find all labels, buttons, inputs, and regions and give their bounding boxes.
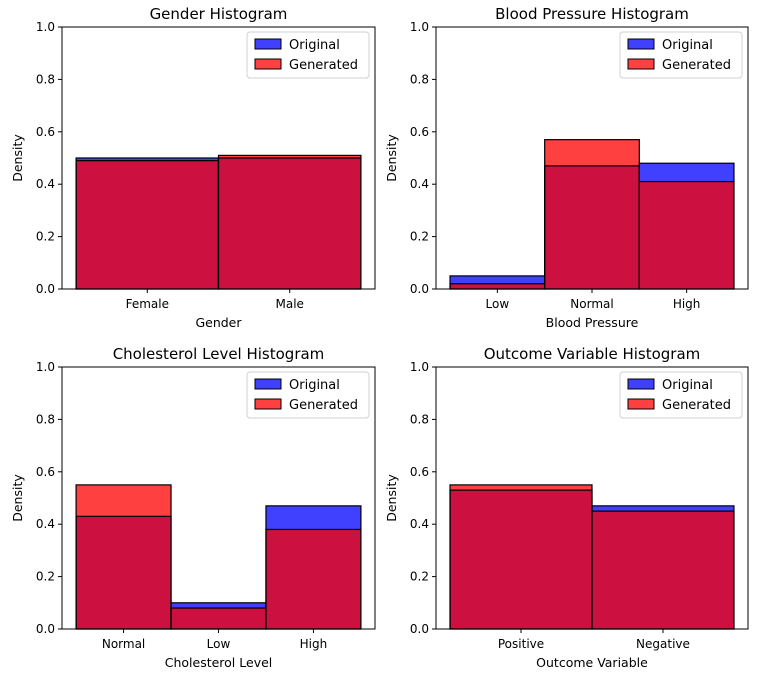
x-tick-label-2: High bbox=[300, 637, 328, 651]
bar-generated-1 bbox=[218, 155, 361, 158]
y-tick-label-1: 0.2 bbox=[410, 570, 429, 584]
legend-swatch-1 bbox=[254, 58, 282, 70]
bar-original-2 bbox=[639, 163, 734, 182]
bar-overlap-2 bbox=[639, 181, 734, 289]
legend: Original Generated bbox=[246, 31, 370, 79]
x-tick-label-0: Female bbox=[126, 297, 169, 311]
legend-label-1: Generated bbox=[662, 58, 731, 73]
legend-swatch-0 bbox=[627, 38, 655, 50]
bar-overlap-0 bbox=[76, 160, 219, 289]
bar-original-0 bbox=[450, 275, 545, 284]
legend-label-0: Original bbox=[289, 38, 340, 53]
legend-label-0: Original bbox=[662, 378, 713, 393]
legend-label-1: Generated bbox=[662, 398, 731, 413]
bar-overlap-1 bbox=[544, 165, 640, 289]
bar-generated-1 bbox=[544, 139, 640, 166]
chart-panel-1: Low Normal High 0.0 0.2 0.4 0.6 0.8 1.0 Blood Pre… bbox=[384, 5, 749, 330]
chart-title: Blood Pressure Histogram bbox=[495, 5, 689, 23]
y-tick-label-2: 0.4 bbox=[410, 177, 429, 191]
x-tick-label-1: Low bbox=[207, 637, 231, 651]
x-tick-label-0: Normal bbox=[102, 637, 145, 651]
y-tick-label-5: 1.0 bbox=[410, 20, 429, 34]
x-tick-label-0: Low bbox=[486, 297, 510, 311]
legend-swatch-1 bbox=[627, 58, 655, 70]
chart-title: Cholesterol Level Histogram bbox=[113, 345, 325, 363]
y-axis-label: Density bbox=[10, 474, 25, 522]
axes-frame bbox=[61, 366, 376, 630]
y-tick-label-1: 0.2 bbox=[36, 230, 55, 244]
bar-overlap-1 bbox=[218, 158, 361, 289]
bar-overlap-0 bbox=[450, 283, 545, 289]
y-axis-label: Density bbox=[10, 134, 25, 182]
legend-label-1: Generated bbox=[289, 398, 358, 413]
legend-swatch-1 bbox=[254, 398, 282, 410]
axes-frame bbox=[435, 26, 749, 290]
y-tick-label-3: 0.6 bbox=[410, 465, 429, 479]
y-tick-label-0: 0.0 bbox=[410, 622, 429, 636]
legend-swatch-1 bbox=[627, 398, 655, 410]
x-tick-label-1: Negative bbox=[636, 637, 690, 651]
y-tick-label-2: 0.4 bbox=[36, 517, 55, 531]
y-axis-label: Density bbox=[384, 134, 399, 182]
y-tick-label-4: 0.8 bbox=[410, 412, 429, 426]
bar-original-0 bbox=[76, 158, 219, 161]
y-tick-label-1: 0.2 bbox=[410, 230, 429, 244]
legend: Original Generated bbox=[246, 371, 370, 419]
bar-overlap-2 bbox=[265, 529, 361, 629]
bar-generated-0 bbox=[76, 484, 172, 517]
y-tick-label-5: 1.0 bbox=[410, 360, 429, 374]
y-tick-label-4: 0.8 bbox=[36, 72, 55, 86]
y-tick-label-4: 0.8 bbox=[36, 412, 55, 426]
y-tick-label-0: 0.0 bbox=[410, 282, 429, 296]
legend-label-0: Original bbox=[662, 38, 713, 53]
bar-overlap-0 bbox=[76, 516, 172, 629]
y-tick-label-3: 0.6 bbox=[36, 465, 55, 479]
bar-original-2 bbox=[265, 505, 361, 530]
legend-label-0: Original bbox=[289, 378, 340, 393]
chart-panel-2: Normal Low High 0.0 0.2 0.4 0.6 0.8 1.0 Cholester… bbox=[10, 345, 376, 670]
y-tick-label-2: 0.4 bbox=[36, 177, 55, 191]
x-tick-label-2: High bbox=[673, 297, 701, 311]
legend-swatch-0 bbox=[254, 378, 282, 390]
chart-panel-3: Positive Negative 0.0 0.2 0.4 0.6 0.8 1.0 Outcom… bbox=[384, 345, 749, 670]
y-tick-label-0: 0.0 bbox=[36, 282, 55, 296]
legend: Original Generated bbox=[619, 31, 743, 79]
y-tick-label-0: 0.0 bbox=[36, 622, 55, 636]
y-tick-label-3: 0.6 bbox=[36, 125, 55, 139]
x-axis-label: Outcome Variable bbox=[536, 655, 648, 670]
bar-overlap-1 bbox=[171, 608, 266, 629]
y-tick-label-1: 0.2 bbox=[36, 570, 55, 584]
bar-overlap-0 bbox=[450, 490, 592, 629]
axes-frame bbox=[61, 26, 376, 290]
x-tick-label-1: Normal bbox=[570, 297, 613, 311]
bar-generated-0 bbox=[450, 484, 592, 491]
bar-original-1 bbox=[592, 505, 734, 512]
y-tick-label-2: 0.4 bbox=[410, 517, 429, 531]
y-tick-label-4: 0.8 bbox=[410, 72, 429, 86]
chart-title: Outcome Variable Histogram bbox=[484, 345, 701, 363]
x-axis-label: Cholesterol Level bbox=[165, 655, 273, 670]
axes-frame bbox=[435, 366, 749, 630]
bar-overlap-1 bbox=[592, 511, 734, 629]
x-axis-label: Gender bbox=[195, 315, 242, 330]
y-tick-label-3: 0.6 bbox=[410, 125, 429, 139]
x-axis-label: Blood Pressure bbox=[546, 315, 639, 330]
chart-panel-0: Female Male 0.0 0.2 0.4 0.6 0.8 1.0 Gender Histo… bbox=[10, 5, 376, 330]
x-tick-label-0: Positive bbox=[498, 637, 544, 651]
y-tick-label-5: 1.0 bbox=[36, 20, 55, 34]
legend-swatch-0 bbox=[254, 38, 282, 50]
chart-title: Gender Histogram bbox=[150, 5, 288, 23]
legend: Original Generated bbox=[619, 371, 743, 419]
legend-swatch-0 bbox=[627, 378, 655, 390]
legend-label-1: Generated bbox=[289, 58, 358, 73]
bar-original-1 bbox=[171, 602, 266, 609]
y-axis-label: Density bbox=[384, 474, 399, 522]
x-tick-label-1: Male bbox=[275, 297, 303, 311]
y-tick-label-5: 1.0 bbox=[36, 360, 55, 374]
